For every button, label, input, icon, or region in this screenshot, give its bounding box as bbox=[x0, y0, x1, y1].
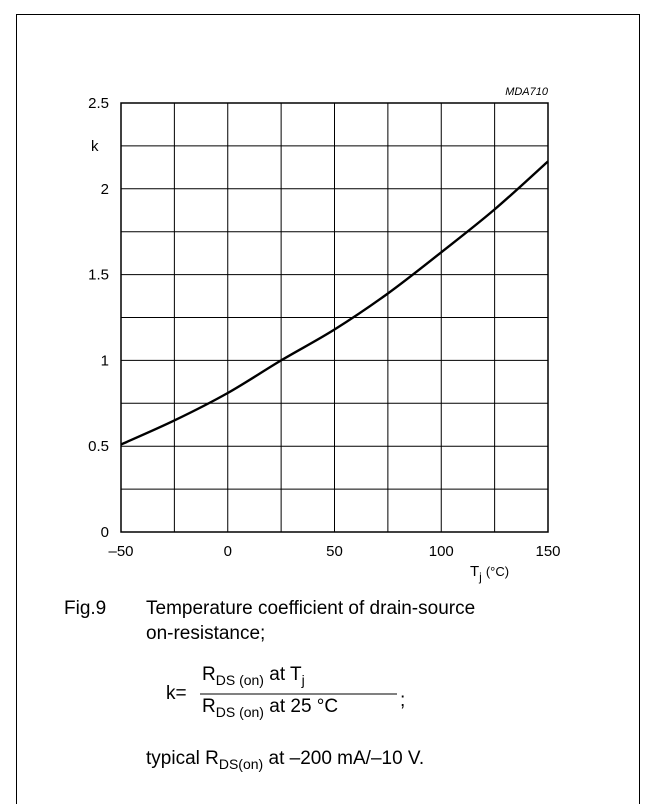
x-axis-label-sub: j bbox=[478, 570, 482, 584]
caption-title-line1: Temperature coefficient of drain-source bbox=[146, 598, 476, 619]
formula-den-at: at 25 °C bbox=[269, 696, 339, 717]
formula-num-at-sub: j bbox=[301, 672, 305, 688]
figure-frame bbox=[16, 14, 640, 804]
formula-num-r: R bbox=[202, 664, 216, 685]
formula-den-r: R bbox=[202, 696, 216, 717]
y-tick-label: 1.5 bbox=[88, 267, 109, 284]
caption-title-line2: on-resistance; bbox=[146, 623, 266, 644]
x-axis-label-main: T bbox=[470, 563, 479, 580]
formula-num-sub: DS (on) bbox=[215, 672, 264, 688]
x-tick-label: –50 bbox=[108, 543, 133, 560]
figure-label: Fig.9 bbox=[64, 598, 107, 619]
x-axis-label-unit: (°C) bbox=[486, 564, 509, 579]
x-tick-label: 150 bbox=[535, 543, 560, 560]
note-post: at –200 mA/–10 V. bbox=[268, 748, 425, 769]
x-tick-label: 0 bbox=[224, 543, 232, 560]
x-tick-label: 50 bbox=[326, 543, 343, 560]
y-tick-label: 2 bbox=[101, 181, 109, 198]
formula-tail: ; bbox=[400, 690, 406, 711]
series-line bbox=[120, 160, 549, 446]
y-tick-label: 2.5 bbox=[88, 95, 109, 112]
formula-den-sub: DS (on) bbox=[215, 704, 264, 720]
plot-border bbox=[120, 102, 549, 533]
formula-denominator: RDS (on) at 25 °C bbox=[202, 696, 339, 720]
x-axis-ticks: –50 0 50 100 150 bbox=[108, 543, 560, 560]
y-tick-label: 1 bbox=[101, 352, 109, 369]
x-tick-label: 100 bbox=[429, 543, 454, 560]
caption-note: typical RDS(on) at –200 mA/–10 V. bbox=[146, 748, 425, 772]
y-tick-label: 0 bbox=[101, 524, 109, 541]
note-sub: DS(on) bbox=[218, 756, 264, 772]
formula-num-at: at T bbox=[269, 664, 302, 685]
note-pre: typical R bbox=[146, 748, 219, 769]
chart-grid bbox=[121, 103, 548, 532]
y-tick-label: 0.5 bbox=[88, 438, 109, 455]
x-axis-label: Tj (°C) bbox=[470, 563, 509, 584]
figure-code: MDA710 bbox=[505, 86, 549, 98]
y-axis-ticks: 0 0.5 1 1.5 2 2.5 bbox=[88, 95, 109, 541]
formula-numerator: RDS (on) at Tj bbox=[202, 664, 305, 688]
y-axis-label: k bbox=[91, 138, 99, 155]
formula-lhs: k= bbox=[166, 683, 187, 704]
